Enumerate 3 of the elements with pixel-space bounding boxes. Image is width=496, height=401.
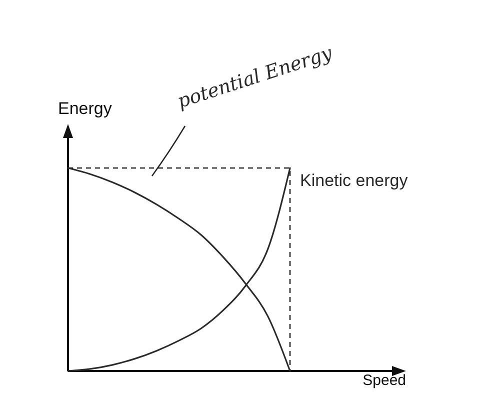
series-label: Kinetic energy xyxy=(300,171,408,190)
y-axis-title: Energy xyxy=(58,99,112,118)
x-axis-title: Speed xyxy=(362,372,406,389)
